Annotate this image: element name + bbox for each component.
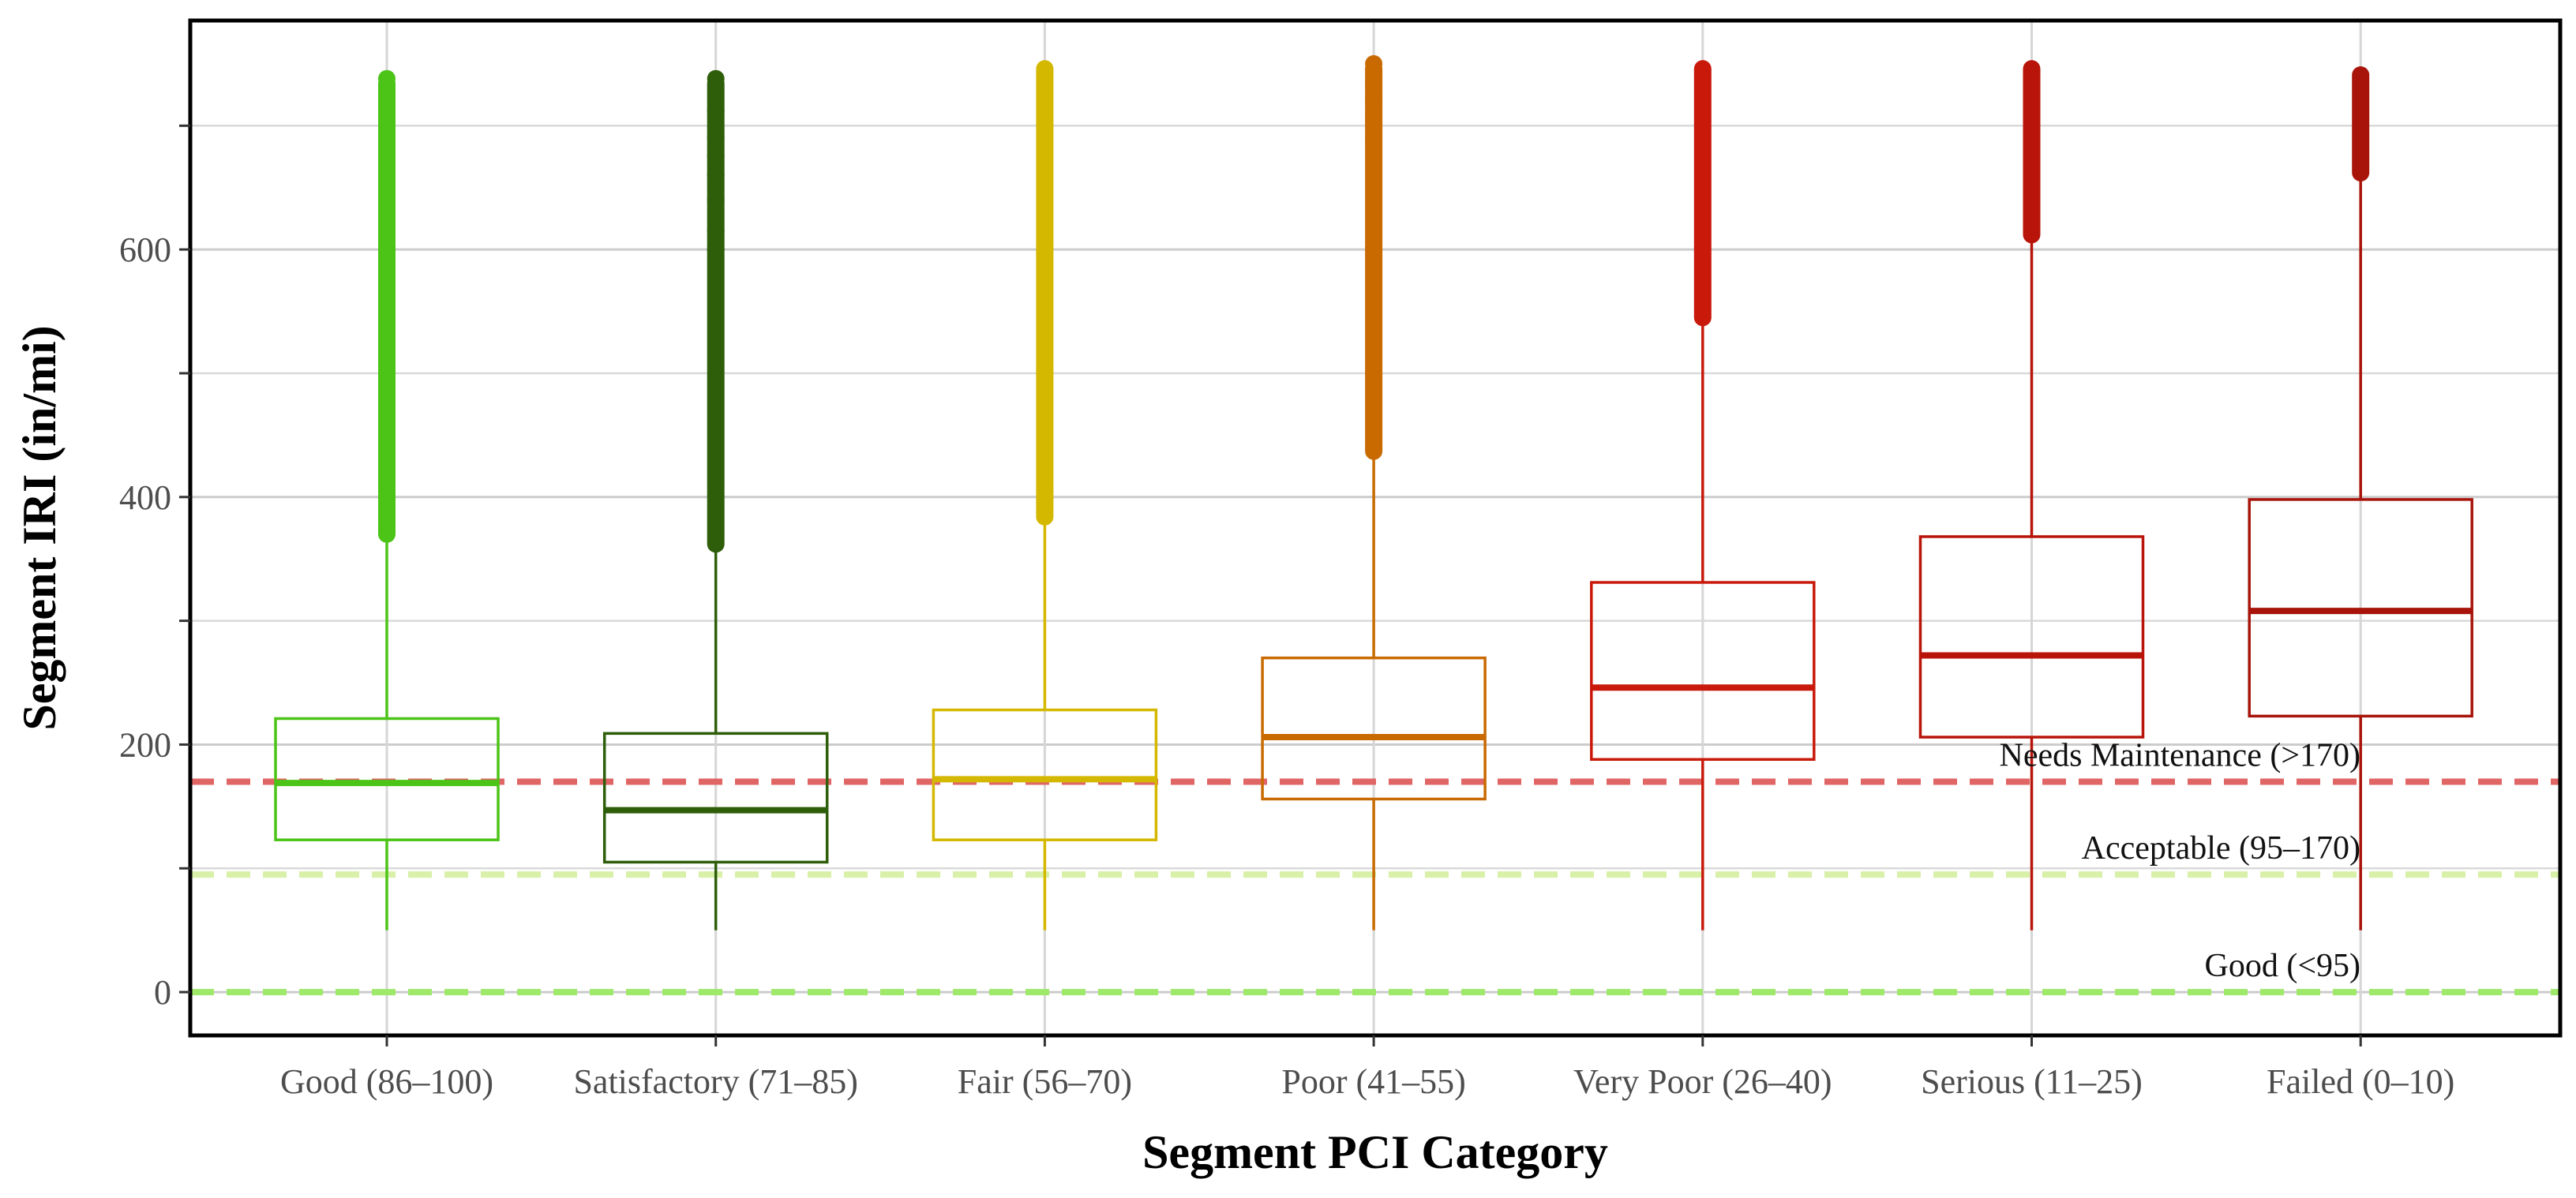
outlier-point bbox=[1365, 54, 1383, 73]
box-iqr bbox=[602, 732, 829, 864]
box-iqr bbox=[932, 708, 1158, 841]
outlier-point bbox=[707, 167, 725, 185]
reference-label: Good (<95) bbox=[2205, 948, 2361, 984]
outlier-point bbox=[707, 241, 725, 259]
box-0 bbox=[274, 69, 500, 930]
outlier-point bbox=[378, 290, 396, 308]
box-4 bbox=[1590, 60, 1816, 930]
x-tick-label: Satisfactory (71–85) bbox=[573, 1062, 857, 1101]
outlier-point bbox=[378, 129, 396, 147]
plot-frame bbox=[188, 18, 2563, 1038]
y-tick-label: 0 bbox=[154, 973, 171, 1012]
box-iqr bbox=[274, 717, 500, 841]
box-iqr bbox=[1918, 535, 2145, 739]
box-series bbox=[274, 54, 2473, 930]
x-tick-label: Failed (0–10) bbox=[2267, 1062, 2454, 1101]
outlier-point bbox=[707, 102, 725, 120]
y-tick-label: 400 bbox=[119, 478, 171, 517]
x-tick-label: Very Poor (26–40) bbox=[1573, 1062, 1832, 1101]
x-tick-label: Poor (41–55) bbox=[1281, 1062, 1465, 1101]
outlier-point bbox=[1365, 129, 1383, 147]
outlier-point bbox=[378, 209, 396, 227]
box-5 bbox=[1918, 60, 2145, 930]
box-2 bbox=[932, 60, 1158, 930]
outlier-point bbox=[1365, 92, 1383, 110]
outlier-point bbox=[707, 148, 725, 166]
x-tick-label: Fair (56–70) bbox=[958, 1062, 1132, 1101]
reference-label: Needs Maintenance (>170) bbox=[1999, 738, 2360, 774]
reference-labels: Needs Maintenance (>170) Acceptable (95–1… bbox=[1999, 738, 2360, 985]
outlier-point bbox=[378, 160, 396, 178]
reference-label: Acceptable (95–170) bbox=[2082, 830, 2360, 867]
outlier-point bbox=[707, 191, 725, 209]
y-axis: 0 200 400 600 bbox=[119, 124, 190, 1012]
outlier-point bbox=[378, 234, 396, 253]
outlier-point bbox=[378, 102, 396, 120]
outlier-point bbox=[707, 69, 725, 88]
outlier-point bbox=[1365, 73, 1383, 92]
outlier-point bbox=[378, 69, 396, 88]
box-1 bbox=[602, 69, 829, 930]
box-6 bbox=[2248, 66, 2473, 930]
y-tick-label: 600 bbox=[119, 230, 171, 269]
box-iqr bbox=[1261, 656, 1487, 801]
x-axis: Good (86–100) Satisfactory (71–85) Fair (5… bbox=[280, 1035, 2454, 1101]
x-tick-label: Good (86–100) bbox=[280, 1062, 493, 1101]
outlier-point bbox=[707, 222, 725, 240]
reference-lines bbox=[190, 778, 2560, 996]
box-iqr bbox=[1590, 581, 1816, 762]
x-tick-label: Serious (11–25) bbox=[1921, 1062, 2143, 1101]
y-axis-title: Segment IRI (in/mi) bbox=[13, 325, 66, 730]
outlier-point bbox=[378, 185, 396, 203]
box-3 bbox=[1261, 54, 1487, 930]
outlier-point bbox=[707, 129, 725, 147]
x-axis-title: Segment PCI Category bbox=[1142, 1126, 1608, 1178]
outlier-point bbox=[378, 259, 396, 277]
y-tick-label: 200 bbox=[119, 725, 171, 764]
outlier-point bbox=[1365, 110, 1383, 129]
